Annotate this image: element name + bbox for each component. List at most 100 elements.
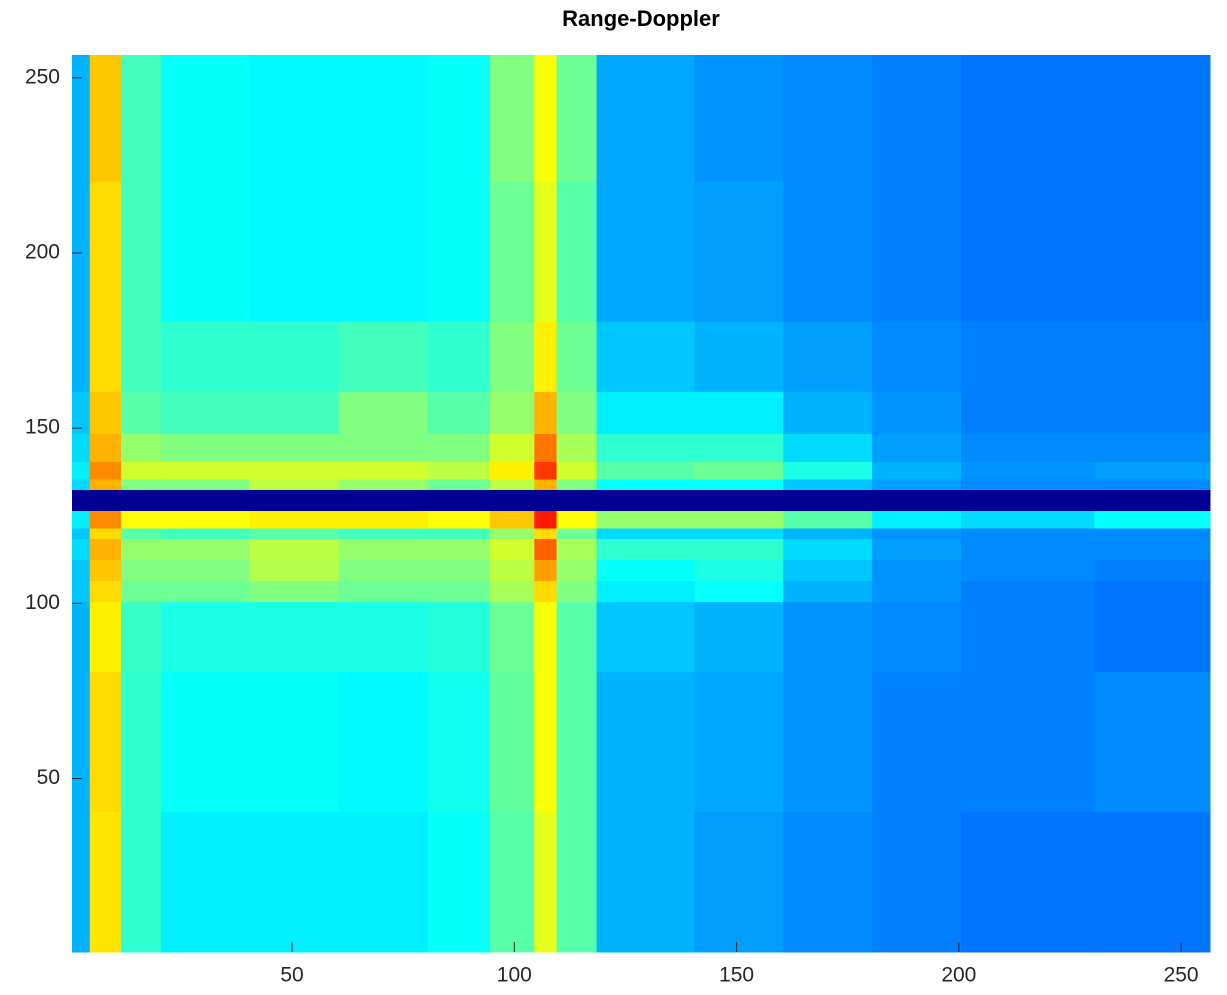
heatmap-cell: [249, 489, 340, 512]
heatmap-cell: [338, 510, 429, 529]
heatmap-cell: [596, 601, 695, 673]
heatmap-cell: [556, 811, 598, 953]
heatmap-cell: [1094, 489, 1211, 512]
heatmap-cell: [596, 811, 695, 953]
heatmap-cell: [783, 433, 873, 462]
heatmap-cell: [120, 601, 162, 673]
heatmap-cell: [489, 538, 535, 561]
heatmap-cell: [1094, 559, 1211, 582]
heatmap-cell: [961, 478, 1095, 490]
heatmap-cell: [72, 811, 91, 953]
heatmap-cell: [120, 181, 162, 322]
heatmap-cell: [160, 478, 251, 490]
heatmap-cell: [1094, 538, 1211, 561]
heatmap-cell: [249, 321, 340, 392]
heatmap-cell: [89, 55, 122, 182]
heatmap-cell: [694, 181, 784, 322]
heatmap-cell: [534, 601, 558, 673]
heatmap-cell: [694, 489, 784, 512]
heatmap-cell: [89, 489, 122, 512]
heatmap-cell: [556, 321, 598, 392]
heatmap-cell: [783, 671, 873, 813]
heatmap-cell: [72, 433, 91, 462]
heatmap-cell: [160, 811, 251, 953]
heatmap-cell: [427, 811, 491, 953]
heatmap-cell: [89, 461, 122, 480]
heatmap-cell: [961, 391, 1095, 434]
heatmap-cell: [556, 55, 598, 182]
heatmap-cell: [160, 601, 251, 673]
heatmap-cell: [596, 489, 695, 512]
heatmap-cell: [489, 559, 535, 582]
heatmap-cell: [427, 671, 491, 813]
heatmap-cell: [427, 391, 491, 434]
heatmap-cell: [783, 510, 873, 529]
heatmap-cell: [489, 510, 535, 529]
heatmap-cell: [783, 538, 873, 561]
heatmap-cell: [338, 55, 429, 182]
heatmap-cell: [89, 510, 122, 529]
x-tick-label: 200: [941, 964, 976, 987]
heatmap-cell: [120, 510, 162, 529]
heatmap-cell: [489, 461, 535, 480]
heatmap-cell: [694, 528, 784, 540]
heatmap-cell: [427, 510, 491, 529]
heatmap-cell: [1094, 478, 1211, 490]
chart-title: Range-Doppler: [562, 6, 720, 31]
heatmap-cell: [427, 321, 491, 392]
heatmap-cell: [338, 391, 429, 434]
heatmap-cell: [489, 489, 535, 512]
heatmap-cell: [249, 478, 340, 490]
heatmap-cell: [596, 580, 695, 603]
y-tick-label: 200: [25, 241, 60, 264]
heatmap-cell: [160, 538, 251, 561]
heatmap-cell: [1094, 528, 1211, 540]
heatmap-cell: [160, 391, 251, 434]
heatmap-cell: [160, 580, 251, 603]
heatmap-cell: [783, 478, 873, 490]
heatmap-cell: [338, 559, 429, 582]
heatmap-cell: [556, 580, 598, 603]
heatmap-cell: [694, 671, 784, 813]
heatmap-cell: [694, 538, 784, 561]
heatmap-cell: [489, 671, 535, 813]
heatmap-cell: [783, 528, 873, 540]
heatmap-cell: [249, 510, 340, 529]
heatmap-cell: [160, 321, 251, 392]
heatmap-cell: [872, 181, 962, 322]
heatmap-cell: [89, 671, 122, 813]
x-tick-label: 150: [719, 964, 754, 987]
heatmap-cell: [783, 601, 873, 673]
heatmap-cell: [694, 461, 784, 480]
heatmap-cell: [872, 528, 962, 540]
heatmap-cell: [556, 528, 598, 540]
heatmap-cell: [596, 461, 695, 480]
heatmap-cell: [534, 538, 558, 561]
x-tick-label: 100: [497, 964, 532, 987]
heatmap-cell: [694, 321, 784, 392]
heatmap-cell: [120, 391, 162, 434]
heatmap-cell: [120, 321, 162, 392]
heatmap-cell: [249, 433, 340, 462]
heatmap-cell: [1094, 671, 1211, 813]
heatmap-cell: [338, 671, 429, 813]
heatmap-cell: [1094, 321, 1211, 392]
heatmap-cell: [556, 433, 598, 462]
heatmap-cell: [72, 559, 91, 582]
heatmap-cell: [596, 55, 695, 182]
heatmap-cell: [489, 601, 535, 673]
heatmap-cell: [1094, 510, 1211, 529]
heatmap-cell: [1094, 391, 1211, 434]
heatmap-cell: [534, 478, 558, 490]
heatmap-cell: [534, 461, 558, 480]
heatmap-cell: [596, 433, 695, 462]
heatmap-cell: [694, 811, 784, 953]
heatmap-cell: [694, 433, 784, 462]
y-tick-label: 50: [37, 766, 60, 789]
heatmap-cell: [338, 461, 429, 480]
y-tick-label: 100: [25, 591, 60, 614]
heatmap-cell: [89, 538, 122, 561]
heatmap-cell: [338, 528, 429, 540]
heatmap-cell: [120, 433, 162, 462]
heatmap-cell: [1094, 811, 1211, 953]
